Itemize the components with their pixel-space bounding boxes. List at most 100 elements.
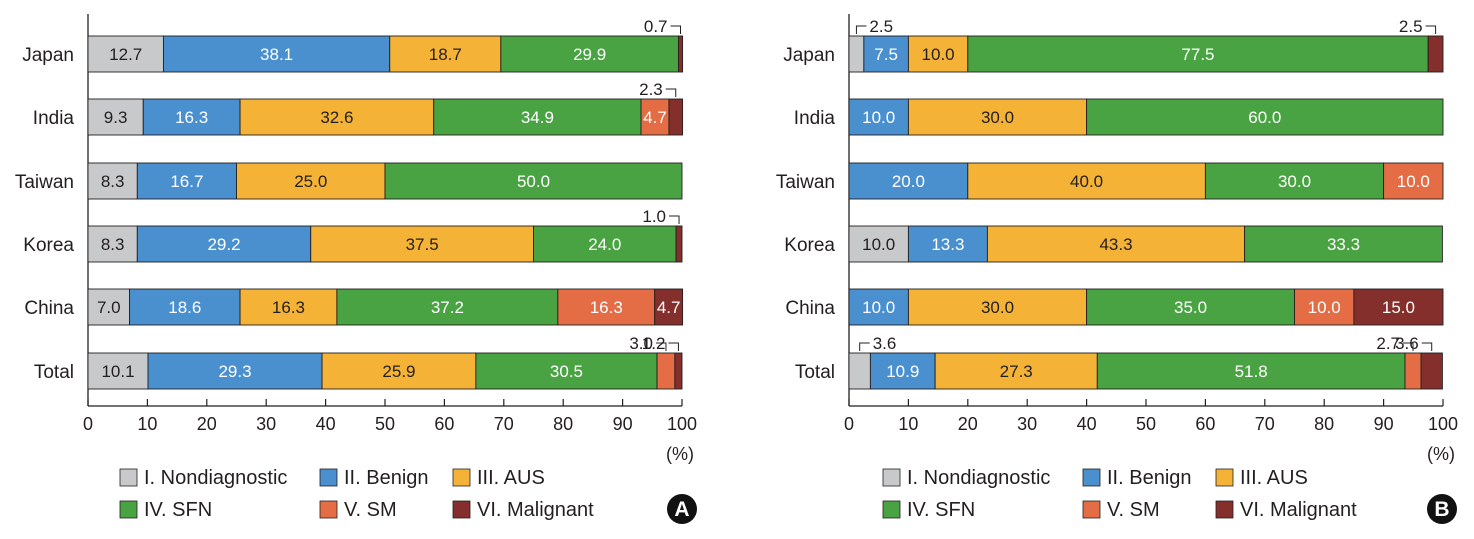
bar-segment: [675, 225, 683, 263]
legend-swatch: [119, 468, 138, 487]
x-tick-label: 20: [958, 414, 978, 434]
data-label: 30.5: [550, 362, 583, 381]
x-tick-label: 30: [256, 414, 276, 434]
data-label: 16.3: [175, 108, 208, 127]
data-label: 7.5: [874, 45, 898, 64]
data-label: 8.3: [101, 235, 125, 254]
bar-segment: [147, 352, 323, 390]
bar-segment: [384, 162, 683, 200]
bar-segment: [674, 352, 683, 390]
bar-segment: [87, 288, 131, 326]
category-label: India: [794, 108, 836, 129]
bar-segment: [907, 288, 1088, 326]
bar-segment: [162, 35, 391, 73]
legend-swatch: [319, 468, 338, 487]
x-axis-label: (%): [666, 444, 694, 464]
bar-segment: [1404, 352, 1422, 390]
callout-line: [859, 342, 870, 351]
bar-segment: [1383, 162, 1444, 200]
data-label: 10.0: [1308, 298, 1341, 317]
callout-label: 3.6: [1395, 334, 1419, 353]
data-label: 33.3: [1327, 235, 1360, 254]
chart-panel-a: 0 10 20 30 40 50 60 70 80 90 100 (%) Japan 12.7 38.1 18…: [15, 14, 697, 524]
bar-segment: [129, 288, 241, 326]
data-label: 4.7: [643, 108, 667, 127]
x-tick-label: 90: [1374, 414, 1394, 434]
bar-segment: [654, 288, 684, 326]
data-label: 10.0: [922, 45, 955, 64]
bar-segment: [239, 288, 338, 326]
data-label: 40.0: [1070, 172, 1103, 191]
callout-line: [1425, 25, 1437, 34]
callout-label: 3.0: [629, 334, 653, 353]
bar-segment: [1086, 288, 1295, 326]
bar-segment: [239, 98, 435, 136]
panel-letter: A: [674, 498, 689, 521]
legend-label: II. Benign: [1107, 467, 1192, 489]
category-label: China: [785, 298, 835, 319]
data-label: 18.7: [429, 45, 462, 64]
bar-segment: [389, 35, 502, 73]
panel-badge: [1427, 494, 1457, 524]
data-label: 10.9: [886, 362, 919, 381]
bar-segment: [557, 288, 656, 326]
category-label: Japan: [22, 45, 74, 66]
callout-label: 0.7: [644, 17, 668, 36]
callout-label: 2.7: [1376, 334, 1400, 353]
panel-letter: B: [1434, 498, 1449, 521]
legend-label: IV. SFN: [907, 499, 975, 521]
data-label: 9.3: [104, 108, 128, 127]
category-label: Taiwan: [776, 172, 835, 193]
category-label: Korea: [784, 235, 835, 256]
bar-segment: [87, 225, 138, 263]
x-tick-label: 70: [1255, 414, 1275, 434]
callout-label: 2.5: [1399, 17, 1423, 36]
x-axis-label: (%): [1427, 444, 1455, 464]
legend-swatch: [882, 468, 901, 487]
callout-line: [655, 342, 667, 351]
panel-badge: [667, 494, 697, 524]
bar-segment: [848, 352, 871, 390]
x-tick-label: 60: [1195, 414, 1215, 434]
x-tick-label: 80: [1314, 414, 1334, 434]
data-label: 4.7: [657, 298, 681, 317]
bar-segment: [863, 35, 909, 73]
x-tick-label: 100: [1428, 414, 1458, 434]
x-tick-label: 30: [1017, 414, 1037, 434]
data-label: 77.5: [1181, 45, 1214, 64]
bar-segment: [1086, 98, 1444, 136]
bar-segment: [533, 225, 677, 263]
x-tick-label: 20: [197, 414, 217, 434]
data-label: 30.0: [981, 298, 1014, 317]
bar-segment: [87, 98, 144, 136]
bar-segment: [1204, 162, 1385, 200]
bar-segment: [967, 162, 1206, 200]
legend-label: VI. Malignant: [1240, 499, 1357, 521]
x-tick-label: 40: [316, 414, 336, 434]
bar-segment: [907, 35, 969, 73]
category-label: Taiwan: [15, 172, 74, 193]
callout-line: [1403, 342, 1414, 351]
callout-line: [855, 25, 867, 34]
legend-label: I. Nondiagnostic: [144, 467, 287, 489]
x-tick-label: 40: [1077, 414, 1097, 434]
data-label: 30.0: [981, 108, 1014, 127]
data-label: 51.8: [1235, 362, 1268, 381]
callout-label: 2.5: [869, 17, 893, 36]
category-label: Total: [34, 362, 74, 383]
category-label: Total: [795, 362, 835, 383]
bar-segment: [87, 352, 149, 390]
x-tick-label: 0: [83, 414, 93, 434]
bar-segment: [986, 225, 1246, 263]
bar-segment: [848, 98, 909, 136]
bar-segment: [934, 352, 1098, 390]
data-label: 27.3: [1000, 362, 1033, 381]
callout-line: [665, 88, 677, 97]
bar-segment: [1096, 352, 1406, 390]
data-label: 24.0: [588, 235, 621, 254]
data-label: 35.0: [1174, 298, 1207, 317]
bar-segment: [640, 98, 670, 136]
callout-line: [669, 215, 680, 224]
x-tick-label: 60: [434, 414, 454, 434]
